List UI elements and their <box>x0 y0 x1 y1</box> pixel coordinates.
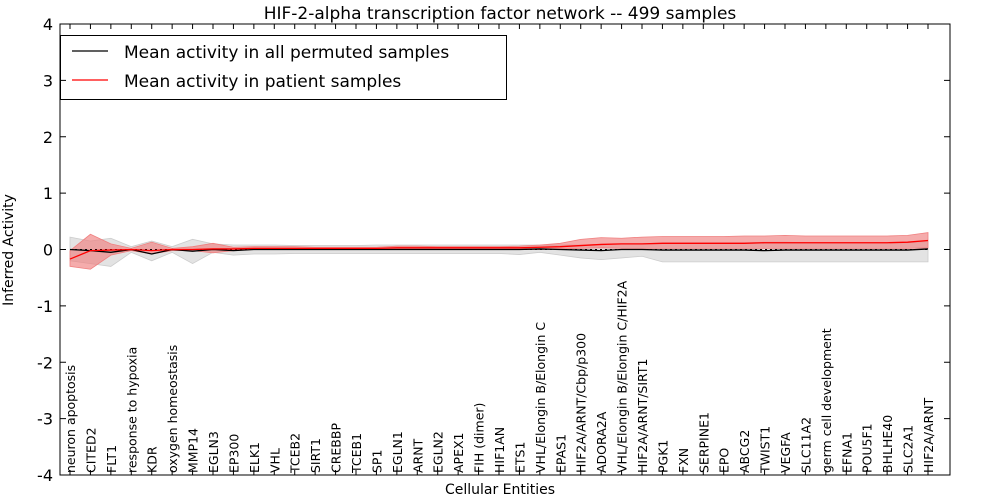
x-tick-label: FXN <box>676 448 691 473</box>
x-tick-label: EPAS1 <box>553 434 568 473</box>
x-tick-label: EPO <box>717 448 732 473</box>
x-tick-label: neuron apoptosis <box>63 365 78 473</box>
x-tick-label: germ cell development <box>819 328 834 473</box>
x-tick-label: VEGFA <box>778 432 793 473</box>
x-tick-label: SP1 <box>369 450 384 473</box>
x-tick-label: EGLN3 <box>206 431 221 473</box>
x-tick-label: EP300 <box>226 434 241 473</box>
x-tick-label: VHL <box>267 448 282 473</box>
x-tick-label: FIH (dimer) <box>472 403 487 473</box>
x-tick-label: FLT1 <box>104 445 119 473</box>
x-tick-label: CITED2 <box>83 427 98 473</box>
x-tick-label: response to hypoxia <box>124 347 139 473</box>
x-tick-label: ELK1 <box>247 442 262 473</box>
x-tick-label: PGK1 <box>655 440 670 473</box>
legend-box <box>60 35 507 100</box>
legend-label-permuted: Mean activity in all permuted samples <box>124 43 449 63</box>
plot-area <box>69 232 929 270</box>
y-tick-label: 3 <box>43 71 53 90</box>
x-tick-label: ADORA2A <box>594 411 609 473</box>
x-tick-label: EGLN2 <box>431 431 446 473</box>
x-tick-label: CREBBP <box>329 423 344 473</box>
x-tick-label: SERPINE1 <box>696 412 711 473</box>
x-tick-label: VHL/Elongin B/Elongin C/HIF2A <box>615 280 630 473</box>
y-tick-label: -2 <box>37 353 53 372</box>
y-tick-label: -1 <box>37 297 53 316</box>
y-tick-label: 1 <box>43 184 53 203</box>
x-tick-label: HIF2A/ARNT <box>921 397 936 473</box>
x-tick-label: oxygen homeostasis <box>165 345 180 473</box>
x-tick-label: POU5F1 <box>860 423 875 473</box>
x-tick-label: ABCG2 <box>737 430 752 473</box>
x-tick-label: EFNA1 <box>839 432 854 473</box>
chart-title: HIF-2-alpha transcription factor network… <box>264 4 737 24</box>
x-tick-label: MMP14 <box>186 428 201 473</box>
x-tick-label: SLC2A1 <box>901 425 916 473</box>
legend: Mean activity in all permuted samples Me… <box>60 35 507 100</box>
x-tick-label: KDR <box>145 446 160 473</box>
x-tick-label: TCEB1 <box>349 433 364 474</box>
y-tick-label: 4 <box>43 15 53 34</box>
x-tick-label: ARNT <box>410 438 425 473</box>
x-tick-label: SIRT1 <box>308 438 323 473</box>
x-tick-label: HIF1AN <box>492 427 507 473</box>
x-tick-label: TCEB2 <box>288 433 303 474</box>
x-tick-label: APEX1 <box>451 432 466 473</box>
y-tick-label: -3 <box>37 410 53 429</box>
x-tick-label: BHLHE40 <box>880 415 895 473</box>
x-tick-label: SLC11A2 <box>798 417 813 473</box>
x-tick-label: HIF2A/ARNT/SIRT1 <box>635 359 650 473</box>
x-tick-label: ETS1 <box>512 442 527 473</box>
y-tick-label: 0 <box>43 241 53 260</box>
y-axis-label: Inferred Activity <box>1 194 17 306</box>
legend-label-patient: Mean activity in patient samples <box>124 72 401 92</box>
x-axis-label: Cellular Entities <box>445 482 555 498</box>
x-tick-label: EGLN1 <box>390 431 405 473</box>
x-tick-label: VHL/Elongin B/Elongin C <box>533 322 548 473</box>
x-tick-label: HIF2A/ARNT/Cbp/p300 <box>574 333 589 473</box>
y-tick-label: 2 <box>43 128 53 147</box>
x-tick-label: TWIST1 <box>758 426 773 474</box>
y-tick-label: -4 <box>37 466 53 485</box>
